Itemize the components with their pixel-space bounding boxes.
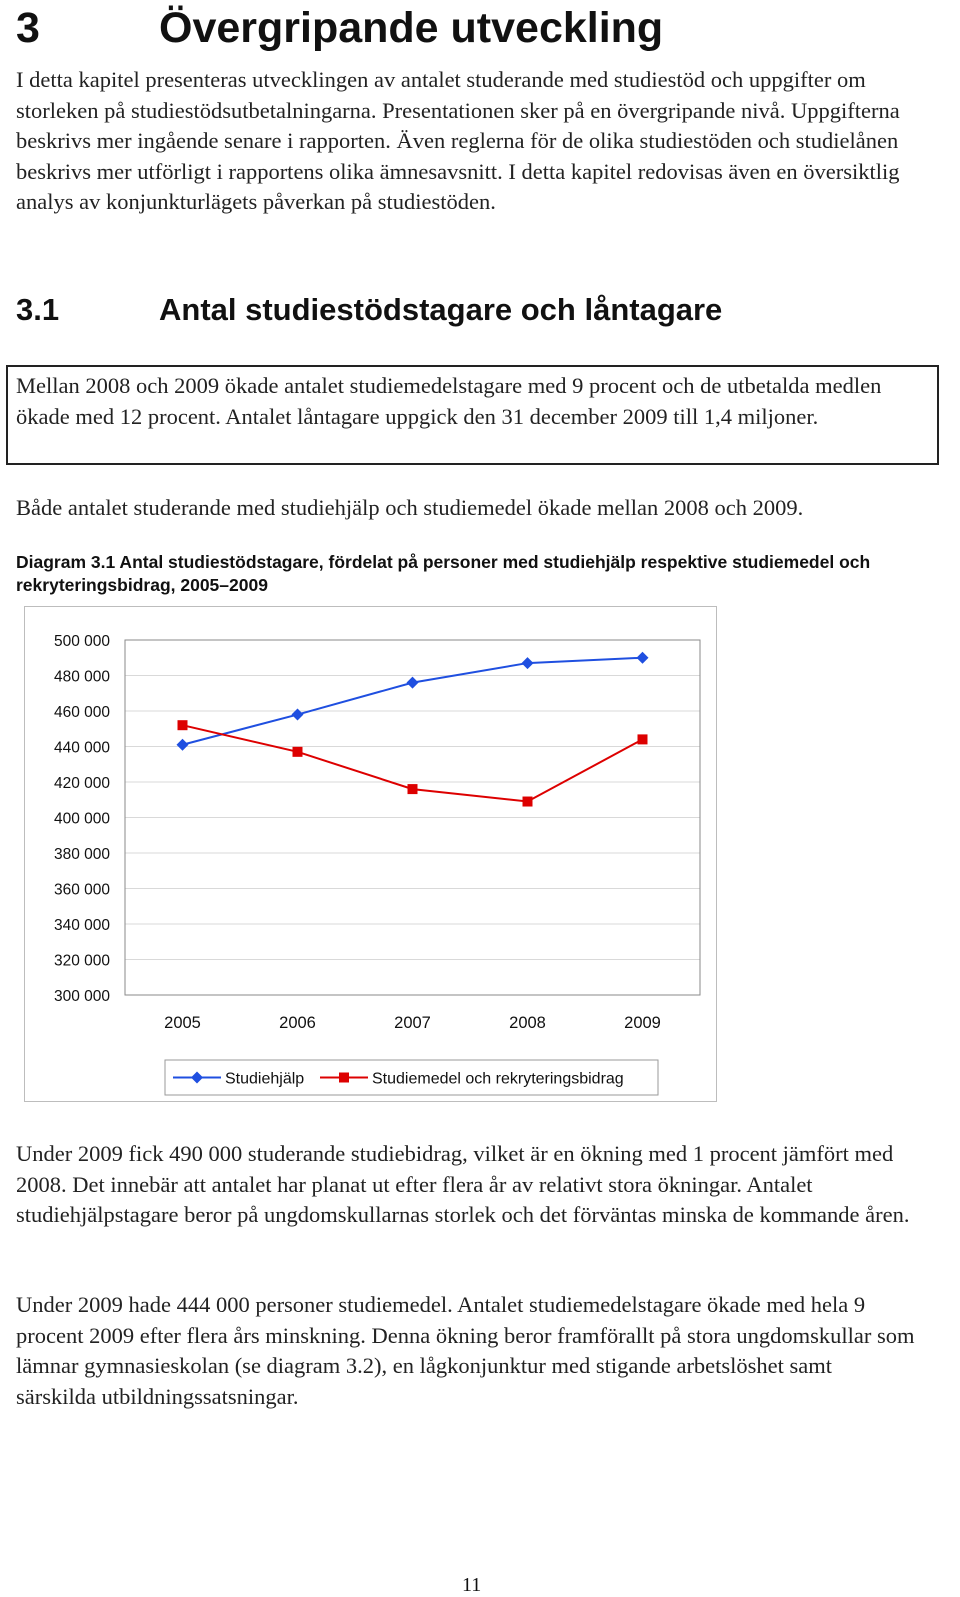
paragraph-3: Under 2009 hade 444 000 personer studiem… (16, 1292, 915, 1409)
y-tick-label: 340 000 (54, 917, 110, 934)
legend-label: Studiemedel och rekryteringsbidrag (372, 1071, 624, 1088)
legend-label: Studiehjälp (225, 1071, 304, 1088)
intro-paragraph: I detta kapitel presenteras utvecklingen… (16, 67, 900, 214)
y-tick-label: 300 000 (54, 988, 110, 1005)
data-point (177, 720, 188, 731)
figure-caption: Diagram 3.1 Antal studiestödstagare, för… (16, 551, 936, 597)
data-point (291, 708, 304, 721)
data-point (406, 676, 419, 689)
y-tick-label: 400 000 (54, 811, 110, 828)
section-heading: 3.1 Antal studiestödstagare och låntagare (16, 292, 722, 328)
summary-box: Mellan 2008 och 2009 ökade antalet studi… (6, 365, 939, 465)
y-tick-label: 320 000 (54, 953, 110, 970)
y-tick-label: 480 000 (54, 669, 110, 686)
section-title: Antal studiestödstagare och låntagare (159, 292, 723, 327)
data-point (522, 796, 533, 807)
data-point (636, 651, 649, 664)
paragraph-1: Både antalet studerande med studiehjälp … (16, 495, 804, 520)
x-tick-label: 2006 (279, 1014, 316, 1032)
chart-frame: 300 000 320 000 340 000 360 000 380 000 400 0… (24, 606, 717, 1102)
y-tick-label: 500 000 (54, 633, 110, 650)
figure-caption-text: Antal studiestödstagare, fördelat på per… (16, 552, 871, 595)
legend-swatch-marker (191, 1071, 203, 1084)
page-number: 11 (462, 1574, 482, 1596)
y-tick-label: 460 000 (54, 704, 110, 721)
chapter-heading: 3 Övergripande utveckling (16, 4, 663, 53)
section-number: 3.1 (16, 292, 60, 327)
x-tick-label: 2005 (164, 1014, 201, 1032)
plot-area-border (124, 639, 701, 996)
data-point (637, 734, 648, 745)
y-tick-label: 380 000 (54, 846, 110, 863)
series-line (182, 656, 643, 746)
data-point (292, 746, 303, 757)
y-tick-label: 360 000 (54, 882, 110, 899)
figure-label: Diagram 3.1 (16, 552, 116, 572)
legend-swatch-marker (339, 1072, 349, 1083)
x-tick-label: 2008 (509, 1014, 546, 1032)
summary-text: Mellan 2008 och 2009 ökade antalet studi… (16, 373, 882, 429)
data-point (407, 784, 418, 795)
chapter-title: Övergripande utveckling (159, 4, 664, 52)
paragraph-2: Under 2009 fick 490 000 studerande studi… (16, 1141, 910, 1227)
x-tick-label: 2009 (624, 1014, 661, 1032)
data-point (521, 657, 534, 670)
chapter-number: 3 (16, 4, 40, 52)
y-tick-label: 420 000 (54, 775, 110, 792)
legend-box (164, 1059, 659, 1096)
y-tick-label: 440 000 (54, 740, 110, 757)
line-chart: 300 000 320 000 340 000 360 000 380 000 400 0… (54, 633, 701, 1096)
x-tick-label: 2007 (394, 1014, 431, 1032)
data-point (176, 738, 189, 751)
